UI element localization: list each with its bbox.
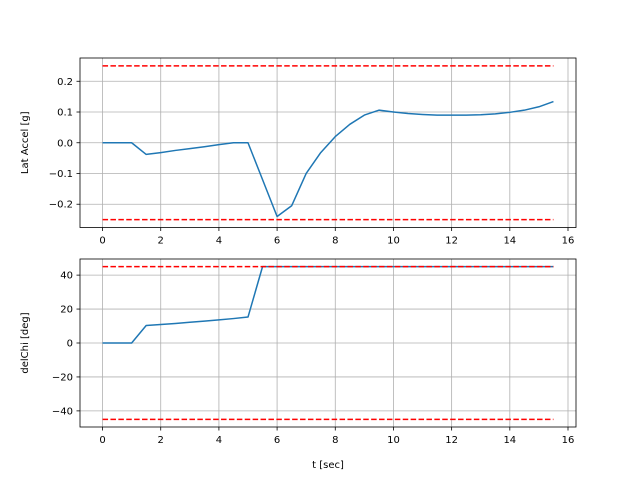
x-tick-label: 4 <box>216 435 222 446</box>
y-tick-label: −40 <box>52 406 73 417</box>
y-tick-label: 0.1 <box>57 108 73 119</box>
x-tick-label: 14 <box>503 435 516 446</box>
y-tick-label: 20 <box>60 305 73 316</box>
x-tick-label: 6 <box>274 435 280 446</box>
y-tick-label: −0.2 <box>49 200 73 211</box>
x-tick-label: 16 <box>562 236 575 247</box>
x-tick-label: 14 <box>503 236 516 247</box>
x-tick-label: 0 <box>99 435 105 446</box>
x-tick-label: 4 <box>216 236 222 247</box>
subplot-1: 0 2 4 6 8 10 12 14 16 −0.2 −0.1 0.0 0.1 0.2 Lat Accel … <box>20 57 577 247</box>
y-tick-label: 0 <box>67 339 73 350</box>
y-tick-label: −0.1 <box>49 169 73 180</box>
subplot-2: 0 2 4 6 8 10 12 14 16 −40 −20 0 20 40 delChi [deg] t [s… <box>20 258 577 471</box>
x-tick-label: 16 <box>562 435 575 446</box>
x-axis-label: t [sec] <box>312 460 344 471</box>
x-tick-label: 8 <box>332 435 338 446</box>
data-line <box>102 100 554 218</box>
series-group <box>102 65 554 221</box>
y-tick-label: 0.2 <box>57 77 73 88</box>
x-tick-label: 10 <box>387 435 400 446</box>
x-tick-label: 2 <box>158 236 164 247</box>
x-tick-label: 6 <box>274 236 280 247</box>
x-tick-label: 12 <box>445 435 458 446</box>
y-tick-label: 0.0 <box>57 138 73 149</box>
x-tick-label: 0 <box>99 236 105 247</box>
series-group <box>102 265 554 421</box>
y-axis-label: Lat Accel [g] <box>20 111 31 174</box>
y-tick-label: −20 <box>52 372 73 383</box>
x-tick-label: 12 <box>445 236 458 247</box>
x-tick-label: 10 <box>387 236 400 247</box>
data-line <box>102 265 554 344</box>
y-axis-label: delChi [deg] <box>20 312 31 373</box>
x-tick-label: 2 <box>158 435 164 446</box>
y-tick-label: 40 <box>60 271 73 282</box>
x-tick-label: 8 <box>332 236 338 247</box>
